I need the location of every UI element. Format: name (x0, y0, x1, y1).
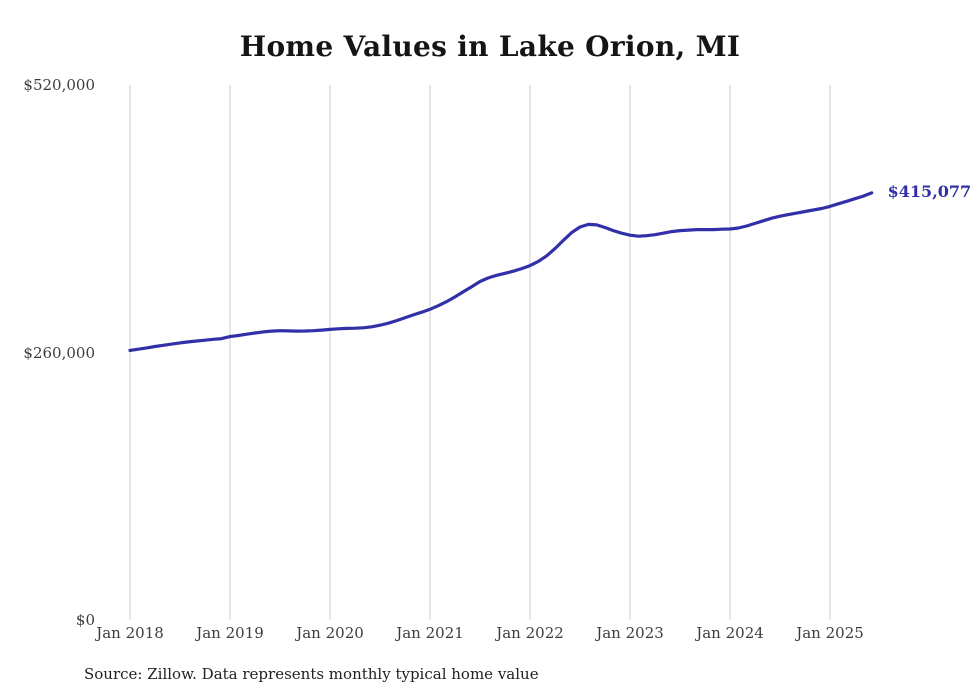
chart-title: Home Values in Lake Orion, MI (239, 30, 741, 63)
source-note: Source: Zillow. Data represents monthly … (84, 665, 539, 683)
series-end-value-label: $415,077 (887, 181, 972, 201)
series-line (128, 191, 874, 352)
